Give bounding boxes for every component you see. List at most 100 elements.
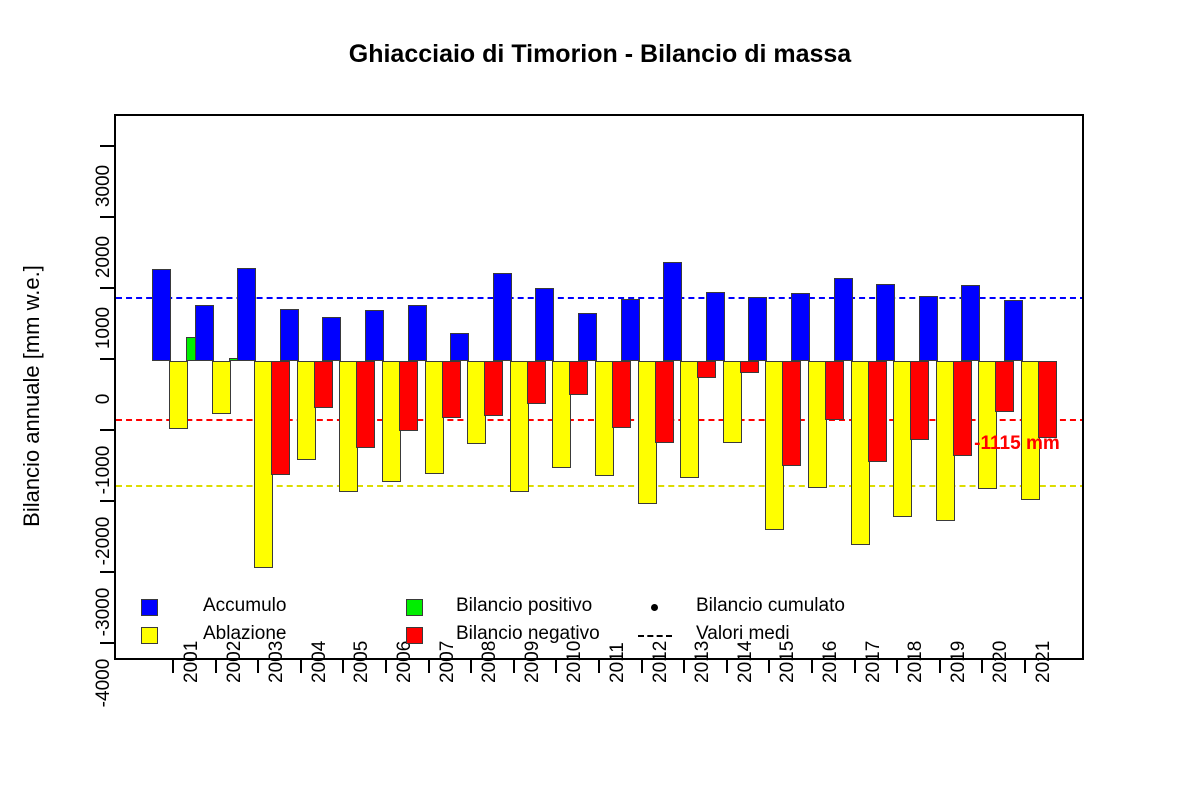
y-tick-label: 3000 bbox=[93, 165, 114, 208]
bar-bilancio-negativo bbox=[441, 361, 461, 418]
bar-accumulo bbox=[450, 333, 470, 362]
bar-accumulo bbox=[237, 268, 257, 362]
bar-accumulo bbox=[407, 305, 427, 362]
bar-accumulo bbox=[194, 305, 214, 362]
bar-accumulo bbox=[791, 293, 810, 362]
legend-swatch bbox=[406, 627, 423, 644]
legend-label: Accumulo bbox=[203, 595, 287, 616]
chart-legend: Accumulo Ablazione Bilancio positivo Bilanc… bbox=[126, 595, 845, 653]
x-tick-mark bbox=[470, 660, 473, 673]
legend-label: Ablazione bbox=[203, 623, 287, 644]
x-tick-mark bbox=[1024, 660, 1026, 673]
bar-ablazione bbox=[552, 361, 572, 469]
legend-swatch bbox=[406, 599, 423, 616]
x-tick-mark bbox=[683, 660, 686, 673]
bar-bilancio-negativo bbox=[484, 361, 504, 417]
x-tick-mark bbox=[811, 660, 813, 673]
bar-accumulo bbox=[705, 291, 725, 362]
y-tick-label: -1000 bbox=[93, 445, 114, 495]
bar-accumulo bbox=[833, 278, 853, 362]
y-tick-mark bbox=[100, 641, 114, 644]
x-tick-mark bbox=[214, 660, 217, 673]
bar-bilancio-negativo bbox=[399, 361, 418, 431]
bar-ablazione bbox=[680, 361, 700, 478]
mean-line bbox=[116, 297, 1082, 300]
bar-ablazione bbox=[978, 361, 998, 489]
bar-ablazione bbox=[509, 361, 529, 492]
bar-ablazione bbox=[296, 361, 316, 460]
bar-bilancio-negativo bbox=[825, 361, 844, 421]
bar-ablazione bbox=[211, 361, 231, 414]
y-tick-label: 0 bbox=[93, 393, 114, 405]
y-axis-title: Bilancio annuale [mm w.e.] bbox=[19, 265, 44, 527]
legend-dot-marker bbox=[651, 604, 658, 611]
bar-accumulo bbox=[663, 261, 683, 362]
bar-accumulo bbox=[961, 284, 981, 362]
bar-bilancio-negativo bbox=[313, 361, 333, 408]
bar-accumulo bbox=[535, 288, 555, 362]
x-tick-mark bbox=[512, 660, 515, 673]
x-tick-mark bbox=[172, 660, 174, 673]
bar-bilancio-negativo bbox=[910, 361, 930, 440]
y-tick-label: 1000 bbox=[93, 307, 114, 350]
bar-ablazione bbox=[169, 361, 188, 430]
bar-bilancio-negativo bbox=[697, 361, 717, 379]
y-tick-label: -4000 bbox=[93, 658, 114, 708]
y-tick-mark bbox=[100, 216, 114, 219]
bar-bilancio-negativo bbox=[612, 361, 631, 428]
bar-accumulo bbox=[365, 310, 384, 362]
bar-accumulo bbox=[152, 268, 171, 362]
bar-bilancio-negativo bbox=[952, 361, 972, 456]
bar-bilancio-negativo bbox=[867, 361, 887, 462]
y-tick-label: 2000 bbox=[93, 236, 114, 279]
x-tick-mark bbox=[981, 660, 984, 673]
y-tick-label: -2000 bbox=[93, 516, 114, 566]
legend-dash-marker bbox=[638, 635, 672, 637]
y-tick-mark bbox=[100, 429, 114, 432]
bar-accumulo bbox=[492, 273, 512, 362]
legend-swatch bbox=[141, 627, 158, 644]
x-tick-mark bbox=[725, 660, 728, 673]
legend-label: Bilancio negativo bbox=[456, 623, 600, 644]
bar-ablazione bbox=[808, 361, 827, 489]
x-tick-mark bbox=[853, 660, 856, 673]
legend-label: Bilancio cumulato bbox=[696, 595, 845, 616]
bar-bilancio-negativo bbox=[526, 361, 546, 404]
y-tick-mark bbox=[100, 145, 114, 148]
y-tick-mark bbox=[100, 287, 114, 290]
x-tick-mark bbox=[342, 660, 345, 673]
y-tick-mark bbox=[100, 571, 114, 574]
bar-bilancio-negativo bbox=[569, 361, 589, 396]
x-tick-mark bbox=[640, 660, 643, 673]
bar-accumulo bbox=[918, 295, 938, 362]
x-tick-mark bbox=[896, 660, 899, 673]
x-tick-mark bbox=[598, 660, 600, 673]
bar-bilancio-negativo bbox=[995, 361, 1015, 413]
x-tick-mark bbox=[257, 660, 260, 673]
y-tick-mark bbox=[100, 500, 114, 503]
mean-line bbox=[116, 485, 1082, 488]
bar-accumulo bbox=[876, 283, 896, 362]
mean-value-annotation: -1115 mm bbox=[974, 432, 1060, 454]
x-tick-mark bbox=[427, 660, 430, 673]
bar-bilancio-negativo bbox=[1038, 361, 1057, 439]
legend-label: Bilancio positivo bbox=[456, 595, 593, 616]
legend-label: Valori medi bbox=[696, 623, 790, 644]
bar-accumulo bbox=[1004, 300, 1023, 362]
bar-accumulo bbox=[578, 312, 597, 362]
x-tick-mark bbox=[768, 660, 771, 673]
bar-bilancio-negativo bbox=[654, 361, 674, 443]
bar-accumulo bbox=[322, 317, 342, 362]
y-tick-mark bbox=[100, 358, 114, 361]
x-tick-mark bbox=[555, 660, 558, 673]
bar-accumulo bbox=[748, 297, 768, 362]
x-tick-mark bbox=[299, 660, 302, 673]
bar-bilancio-negativo bbox=[782, 361, 802, 467]
bar-accumulo bbox=[620, 299, 640, 362]
y-tick-label: -3000 bbox=[93, 587, 114, 637]
bar-ablazione bbox=[722, 361, 742, 443]
bar-bilancio-negativo bbox=[356, 361, 376, 449]
bar-bilancio-negativo bbox=[271, 361, 291, 476]
plot-area: -1115 mm Accumulo Ablazione Bilancio posit… bbox=[114, 114, 1084, 660]
